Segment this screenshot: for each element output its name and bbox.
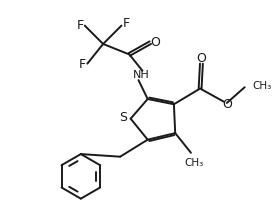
Text: F: F — [76, 19, 84, 32]
Text: NH: NH — [133, 71, 150, 80]
Text: F: F — [123, 17, 130, 30]
Text: S: S — [119, 111, 127, 124]
Text: O: O — [196, 52, 206, 65]
Text: F: F — [79, 58, 86, 71]
Text: CH₃: CH₃ — [252, 81, 271, 91]
Text: O: O — [223, 98, 233, 111]
Text: CH₃: CH₃ — [184, 158, 203, 168]
Text: O: O — [150, 36, 160, 49]
